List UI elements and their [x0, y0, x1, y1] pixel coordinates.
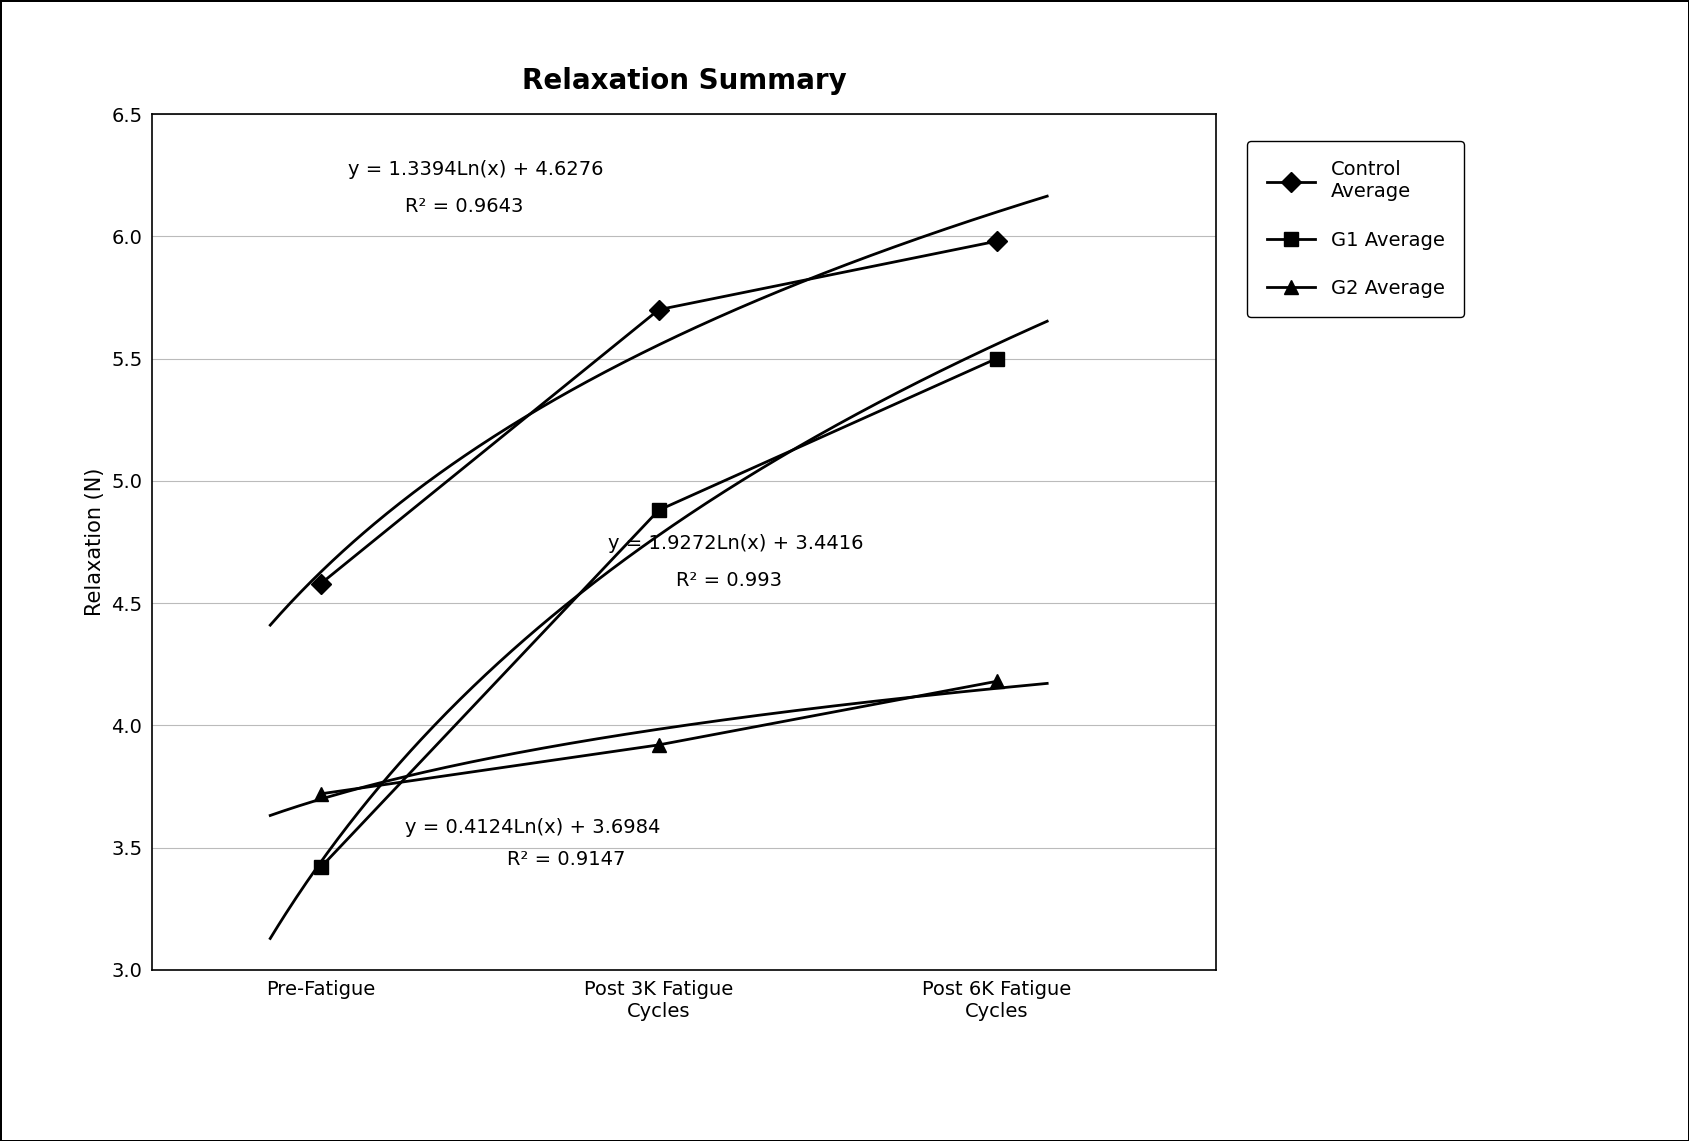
- G1 Average: [311, 860, 331, 874]
- Legend: Control
Average, G1 Average, G2 Average: Control Average, G1 Average, G2 Average: [1246, 141, 1464, 317]
- Control
Average: [311, 576, 331, 590]
- G2 Average: [311, 787, 331, 801]
- G2 Average: [986, 674, 1007, 688]
- Text: y = 1.9272Ln(x) + 3.4416: y = 1.9272Ln(x) + 3.4416: [608, 534, 863, 553]
- Text: y = 0.4124Ln(x) + 3.6984: y = 0.4124Ln(x) + 3.6984: [405, 818, 660, 837]
- G2 Average: [649, 738, 669, 752]
- G1 Average: [986, 351, 1007, 365]
- Control
Average: [986, 234, 1007, 248]
- Line: G2 Average: G2 Average: [314, 674, 1003, 801]
- Title: Relaxation Summary: Relaxation Summary: [522, 67, 846, 95]
- Line: Control
Average: Control Average: [314, 234, 1003, 591]
- Text: R² = 0.9147: R² = 0.9147: [507, 850, 625, 868]
- Text: R² = 0.9643: R² = 0.9643: [405, 197, 524, 216]
- Line: G1 Average: G1 Average: [314, 351, 1003, 874]
- Y-axis label: Relaxation (N): Relaxation (N): [86, 468, 105, 616]
- Text: R² = 0.993: R² = 0.993: [676, 570, 782, 590]
- Text: y = 1.3394Ln(x) + 4.6276: y = 1.3394Ln(x) + 4.6276: [348, 160, 603, 179]
- Control
Average: [649, 302, 669, 316]
- G1 Average: [649, 503, 669, 517]
